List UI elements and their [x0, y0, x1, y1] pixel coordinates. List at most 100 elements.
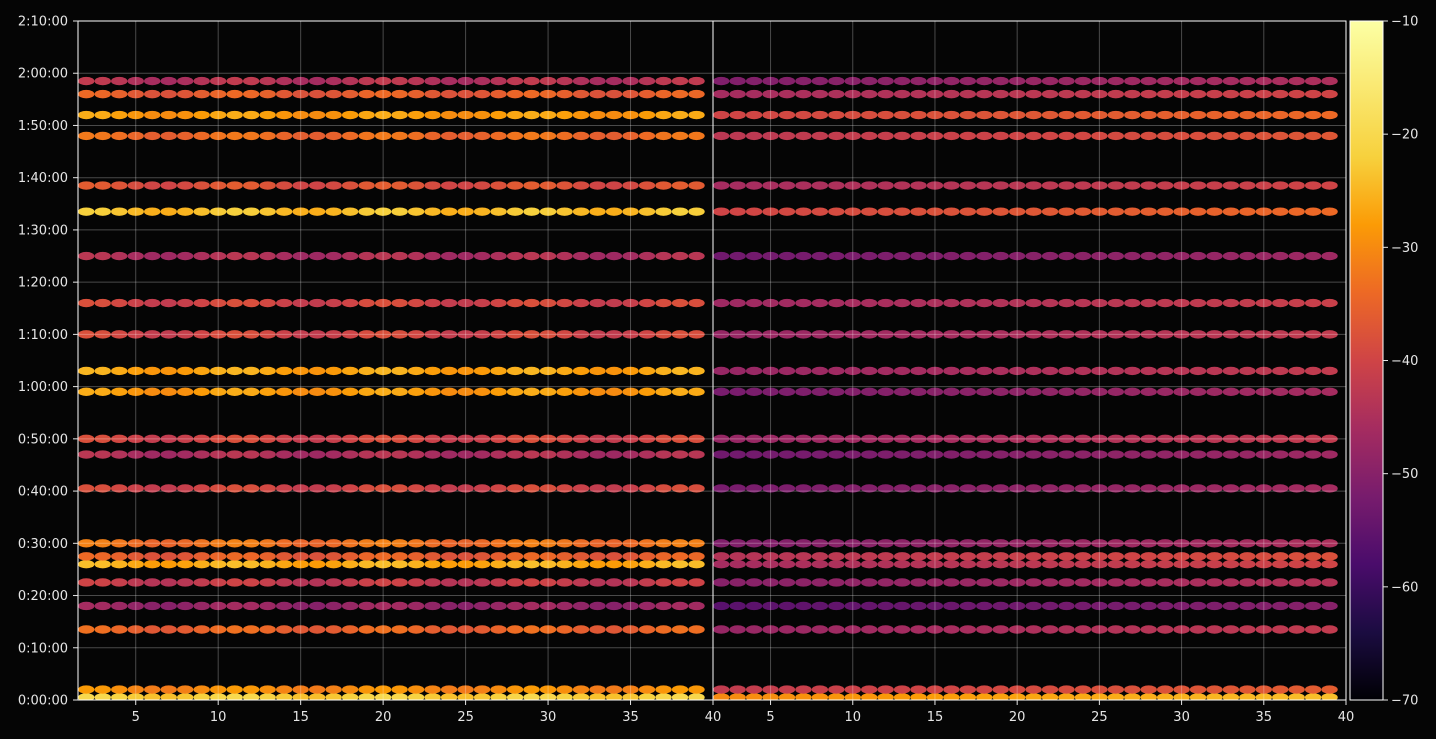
heatmap-cell — [144, 110, 161, 120]
heatmap-cell — [1041, 450, 1059, 459]
heatmap-cell — [992, 560, 1009, 569]
heatmap-cell — [605, 131, 623, 141]
heatmap-cell — [1304, 434, 1322, 444]
heatmap-cell — [127, 181, 144, 190]
heatmap-cell — [193, 560, 210, 569]
heatmap-cell — [490, 560, 507, 569]
heatmap-cell — [844, 450, 861, 459]
heatmap-cell — [605, 450, 623, 459]
y-tick-label: 0:20:00 — [18, 589, 68, 604]
heatmap-cell — [506, 366, 524, 376]
heatmap-cell — [1091, 552, 1108, 561]
heatmap-cell — [959, 387, 977, 397]
heatmap-cell — [671, 552, 689, 561]
heatmap-cell — [828, 207, 845, 216]
heatmap-cell — [1189, 560, 1207, 569]
heatmap-cell — [745, 298, 763, 308]
heatmap-cell — [778, 484, 796, 493]
heatmap-cell — [111, 110, 128, 120]
heatmap-cell — [1206, 366, 1223, 376]
heatmap-cell — [1107, 484, 1125, 493]
heatmap-cell — [1025, 330, 1042, 339]
heatmap-cell — [811, 298, 829, 308]
heatmap-cell — [407, 298, 425, 308]
heatmap-cell — [795, 131, 812, 141]
heatmap-cell — [1074, 181, 1092, 190]
heatmap-cell — [1091, 450, 1108, 459]
heatmap-cell — [688, 366, 705, 376]
heatmap-cell — [177, 578, 194, 587]
heatmap-cell — [341, 560, 359, 569]
heatmap-cell — [391, 484, 408, 493]
heatmap-cell — [877, 387, 894, 397]
heatmap-cell — [1156, 552, 1174, 561]
heatmap-cell — [860, 625, 878, 634]
heatmap-cell — [1288, 578, 1305, 587]
heatmap-cell — [1239, 693, 1256, 700]
heatmap-cell — [1008, 330, 1026, 339]
heatmap-cell — [893, 601, 911, 611]
heatmap-cell — [877, 484, 894, 493]
heatmap-cell — [556, 298, 573, 308]
heatmap-cell — [1058, 434, 1075, 444]
heatmap-cell — [844, 539, 861, 548]
heatmap-cell — [811, 560, 829, 569]
heatmap-cell — [111, 387, 128, 397]
heatmap-cell — [1041, 251, 1059, 261]
heatmap-cell — [259, 484, 276, 493]
heatmap-cell — [193, 76, 210, 86]
heatmap-cell — [391, 330, 408, 339]
heatmap-cell — [1156, 298, 1174, 308]
heatmap-cell — [193, 387, 210, 397]
heatmap-cell — [556, 685, 573, 694]
heatmap-cell — [308, 434, 326, 444]
heatmap-cell — [976, 76, 993, 86]
heatmap-cell — [638, 434, 656, 444]
heatmap-cell — [325, 207, 342, 216]
heatmap-cell — [795, 387, 812, 397]
heatmap-cell — [308, 131, 326, 141]
heatmap-cell — [1222, 539, 1240, 548]
heatmap-cell — [589, 450, 606, 459]
heatmap-cell — [877, 110, 894, 120]
heatmap-cell — [778, 131, 796, 141]
heatmap-cell — [877, 578, 894, 587]
heatmap-cell — [111, 330, 128, 339]
heatmap-cell — [1222, 131, 1240, 141]
heatmap-cell — [457, 110, 474, 120]
heatmap-cell — [811, 131, 829, 141]
heatmap-cell — [539, 366, 557, 376]
heatmap-cell — [811, 578, 829, 587]
heatmap-cell — [893, 76, 911, 86]
heatmap-cell — [795, 434, 812, 444]
heatmap-cell — [688, 552, 705, 561]
heatmap-cell — [111, 601, 128, 611]
heatmap-cell — [622, 131, 639, 141]
heatmap-cell — [605, 484, 623, 493]
heatmap-cell — [523, 685, 540, 694]
heatmap-cell — [605, 330, 623, 339]
heatmap-cell — [193, 89, 210, 99]
heatmap-cell — [407, 387, 425, 397]
heatmap-cell — [440, 578, 458, 587]
heatmap-cell — [1025, 181, 1042, 190]
heatmap-cell — [1321, 685, 1338, 694]
heatmap-cell — [259, 539, 276, 548]
heatmap-cell — [490, 685, 507, 694]
heatmap-cell — [729, 625, 746, 634]
heatmap-cell — [795, 560, 812, 569]
heatmap-cell — [877, 207, 894, 216]
heatmap-cell — [94, 76, 111, 86]
heatmap-cell — [811, 387, 829, 397]
heatmap-cell — [193, 625, 210, 634]
heatmap-cell — [762, 89, 779, 99]
heatmap-cell — [910, 450, 927, 459]
heatmap-cell — [457, 366, 474, 376]
heatmap-cell — [959, 539, 977, 548]
heatmap-cell — [910, 578, 927, 587]
heatmap-cell — [539, 76, 557, 86]
heatmap-cell — [177, 434, 194, 444]
heatmap-cell — [1321, 601, 1338, 611]
heatmap-cell — [473, 366, 491, 376]
heatmap-cell — [844, 131, 861, 141]
